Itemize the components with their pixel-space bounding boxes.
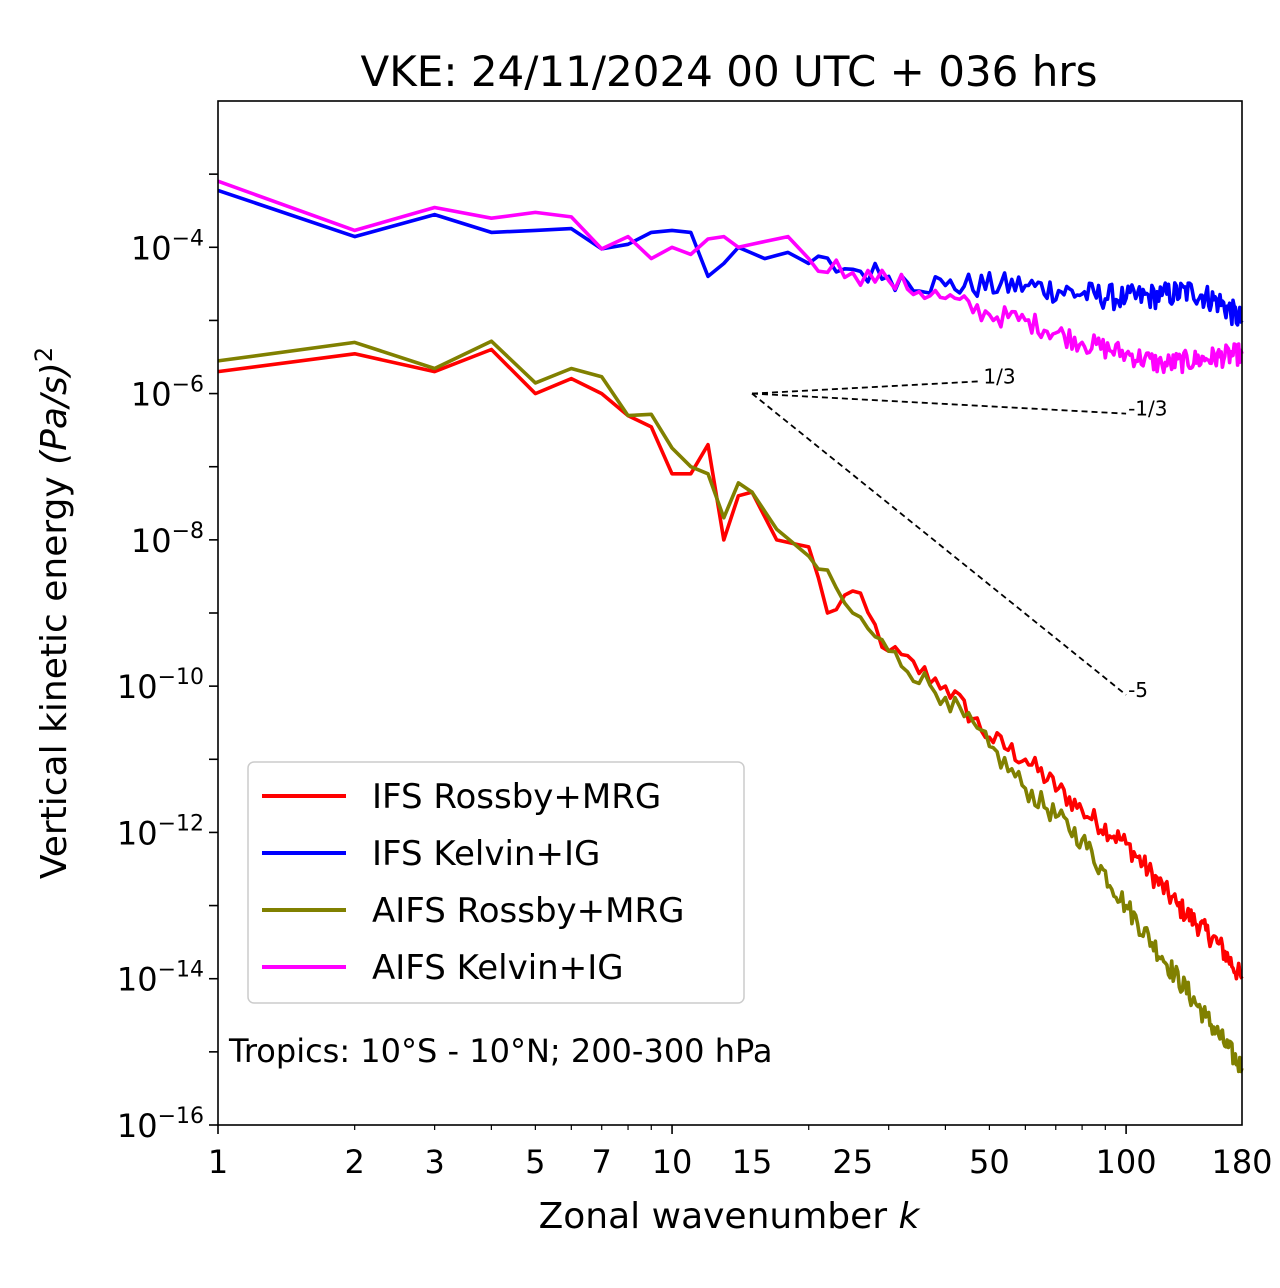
x-tick-label: 25: [832, 1143, 873, 1181]
x-tick-label: 1: [208, 1143, 228, 1181]
reference-slope-line-1: [751, 392, 1127, 415]
legend-label-2: AIFS Rossby+MRG: [372, 891, 684, 931]
x-axis-ticks: 1 2 3 5 7 10 15 25 50 100 180: [208, 1125, 1273, 1181]
y-tick-label: 10−16: [117, 1104, 204, 1145]
y-tick-label: 10−8: [131, 519, 204, 560]
reference-slope-line-0: [751, 380, 982, 395]
series-line-1: [217, 188, 1244, 327]
x-tick-label: 100: [1096, 1143, 1157, 1181]
x-tick-label: 7: [592, 1143, 612, 1181]
x-tick-label: 5: [525, 1143, 545, 1181]
y-tick-label: 10−10: [117, 665, 204, 706]
legend-box: [247, 761, 745, 1004]
series-line-0: [217, 347, 1244, 981]
y-tick-label: 10−4: [131, 226, 204, 267]
legend-label-1: IFS Kelvin+IG: [372, 834, 600, 874]
legend-label-0: IFS Rossby+MRG: [372, 777, 661, 817]
region-annotation: Tropics: 10°S - 10°N; 200-300 hPa: [228, 1032, 772, 1070]
series-lines: [217, 179, 1244, 1074]
reference-slope-label-0: 1/3: [983, 364, 1015, 388]
x-axis-title: Zonal wavenumber k: [539, 1196, 922, 1237]
legend: IFS Rossby+MRG IFS Kelvin+IG AIFS Rossby+M…: [247, 761, 745, 1004]
x-tick-label: 2: [345, 1143, 365, 1181]
x-tick-label: 15: [732, 1143, 773, 1181]
y-tick-label: 10−12: [117, 811, 204, 852]
legend-label-3: AIFS Kelvin+IG: [372, 948, 624, 988]
x-tick-label: 50: [969, 1143, 1010, 1181]
reference-slope-label-2: -5: [1128, 678, 1148, 702]
x-tick-label: 3: [424, 1143, 444, 1181]
y-axis-title: Vertical kinetic energy (Pa/s)2: [30, 347, 75, 879]
y-axis-ticks: 10−16 10−14 10−12 10−10 10−8 10−6 10−4: [117, 173, 218, 1145]
x-tick-label: 180: [1211, 1143, 1272, 1181]
chart-title: VKE: 24/11/2024 00 UTC + 036 hrs: [361, 47, 1098, 96]
reference-slope-line-2: [751, 392, 1127, 696]
series-line-2: [217, 339, 1244, 1074]
y-tick-label: 10−6: [131, 373, 204, 414]
y-tick-label: 10−14: [117, 958, 204, 999]
reference-slope-label-1: -1/3: [1128, 397, 1167, 421]
x-tick-label: 10: [652, 1143, 693, 1181]
reference-slopes: 1/3 -1/3 -5: [751, 364, 1168, 702]
series-line-3: [217, 179, 1244, 375]
